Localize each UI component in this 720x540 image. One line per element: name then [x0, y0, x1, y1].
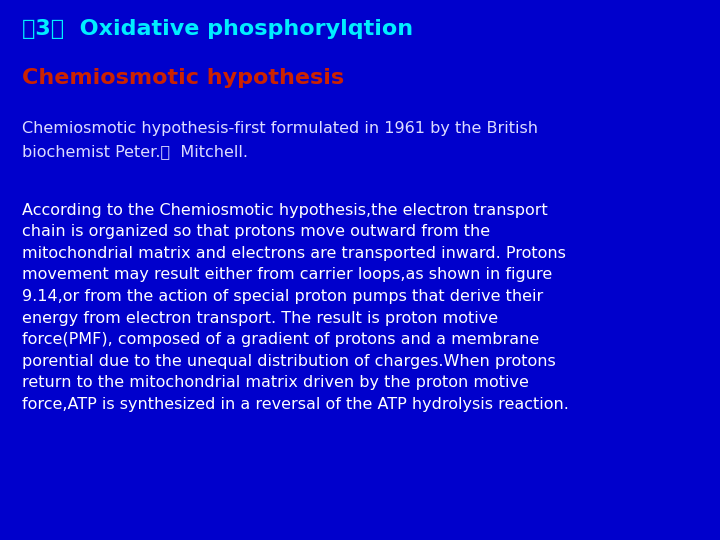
Text: According to the Chemiosmotic hypothesis,the electron transport
chain is organiz: According to the Chemiosmotic hypothesis… [22, 202, 569, 412]
Text: Chemiosmotic hypothesis-first formulated in 1961 by the British
biochemist Peter: Chemiosmotic hypothesis-first formulated… [22, 122, 538, 159]
Text: （3）  Oxidative phosphorylqtion: （3） Oxidative phosphorylqtion [22, 19, 413, 39]
Text: Chemiosmotic hypothesis: Chemiosmotic hypothesis [22, 68, 343, 87]
